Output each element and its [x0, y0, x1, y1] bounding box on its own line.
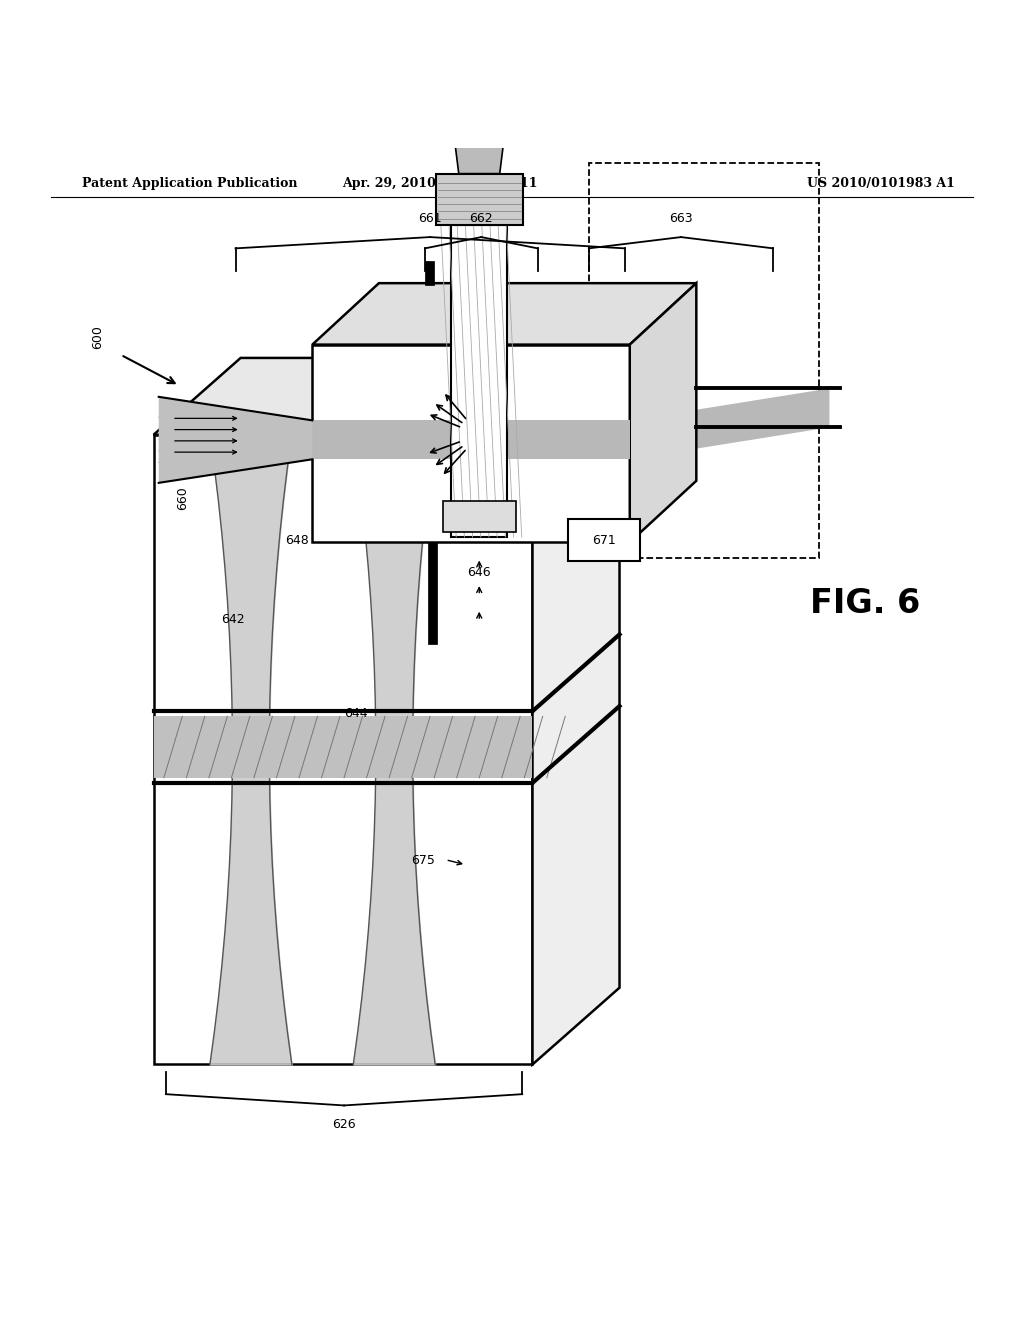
Text: 661: 661 [418, 211, 442, 224]
Text: 644: 644 [344, 706, 369, 719]
Polygon shape [454, 132, 505, 174]
Text: 648: 648 [285, 533, 309, 546]
Text: 662: 662 [469, 211, 494, 224]
Polygon shape [312, 284, 696, 345]
Polygon shape [159, 397, 312, 483]
Text: 660: 660 [176, 486, 188, 510]
Text: Patent Application Publication: Patent Application Publication [82, 177, 297, 190]
Text: 626: 626 [332, 1118, 356, 1131]
Text: 663: 663 [669, 211, 693, 224]
Polygon shape [451, 224, 508, 537]
Polygon shape [457, 107, 502, 132]
Text: 642: 642 [220, 612, 245, 626]
Polygon shape [436, 174, 523, 224]
Text: 675: 675 [411, 854, 435, 867]
Polygon shape [442, 502, 516, 532]
Polygon shape [532, 358, 620, 1064]
Polygon shape [568, 519, 640, 561]
Polygon shape [154, 717, 532, 777]
Polygon shape [630, 284, 696, 543]
Text: 600: 600 [91, 326, 103, 350]
Text: 671: 671 [592, 533, 616, 546]
Text: Apr. 29, 2010  Sheet 6 of 11: Apr. 29, 2010 Sheet 6 of 11 [343, 177, 538, 190]
Polygon shape [630, 388, 829, 459]
Text: US 2010/0101983 A1: US 2010/0101983 A1 [807, 177, 954, 190]
Text: 646: 646 [467, 566, 492, 579]
Polygon shape [312, 420, 630, 459]
Polygon shape [154, 434, 532, 1064]
Text: FIG. 6: FIG. 6 [810, 587, 921, 620]
Polygon shape [312, 345, 630, 543]
Polygon shape [154, 358, 620, 434]
